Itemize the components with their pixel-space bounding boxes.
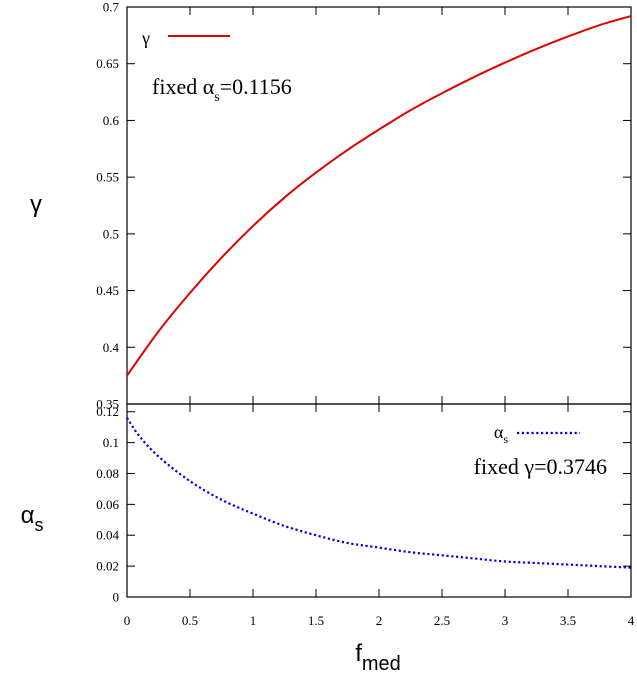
- x-tick-label: 2.5: [434, 613, 450, 628]
- x-tick-label: 1.5: [308, 613, 324, 628]
- top-y-tick-label: 0.45: [96, 283, 119, 298]
- bottom-y-tick-label: 0: [113, 590, 120, 605]
- bottom-y-tick-label: 0.04: [96, 528, 119, 543]
- top-panel: 0.35 0.4 0.45 0.5 0.55 0.6 0.65 0.7 γ fixed αs=0.…: [96, 0, 632, 412]
- top-annotation: fixed αs=0.1156: [152, 74, 292, 105]
- bottom-y-tick-label: 0.08: [96, 466, 119, 481]
- top-y-tick-label: 0.55: [96, 170, 119, 185]
- top-y-tick-label: 0.5: [103, 226, 119, 241]
- bottom-y-axis-label: αs: [21, 502, 44, 535]
- top-y-tick-label: 0.35: [96, 397, 119, 412]
- top-y-tick-label: 0.65: [96, 56, 119, 71]
- x-tick-label: 2: [376, 613, 383, 628]
- top-y-tick-label: 0.7: [103, 0, 120, 15]
- bottom-y-tick-label: 0.02: [96, 559, 119, 574]
- bottom-y-tick-label: 0.06: [96, 497, 119, 512]
- x-tick-label: 1: [250, 613, 257, 628]
- top-series-line: [126, 15, 632, 377]
- top-plot-frame: [126, 6, 632, 405]
- top-legend-label: γ: [141, 28, 150, 48]
- bottom-y-tick-label: 0.12: [96, 404, 119, 419]
- bottom-panel: 0 0.5 1 1.5 2 2.5 3 3.5 4 0 0.02 0.04 0.06 0.08 0.1 0.1…: [96, 403, 635, 628]
- x-tick-label: 0: [124, 613, 131, 628]
- x-tick-label: 3.5: [560, 613, 576, 628]
- x-tick-label: 3: [502, 613, 509, 628]
- top-y-tick-label: 0.6: [103, 113, 120, 128]
- bottom-y-tick-label: 0.1: [103, 435, 119, 450]
- x-tick-label: 0.5: [182, 613, 198, 628]
- x-axis-label: fmed: [355, 640, 401, 675]
- bottom-series-line: [126, 417, 632, 569]
- x-tick-label: 4: [628, 613, 635, 628]
- top-y-axis-label: γ: [30, 191, 42, 218]
- top-y-tick-label: 0.4: [103, 340, 120, 355]
- bottom-legend-label: αs: [494, 422, 508, 446]
- bottom-annotation: fixed γ=0.3746: [474, 454, 607, 479]
